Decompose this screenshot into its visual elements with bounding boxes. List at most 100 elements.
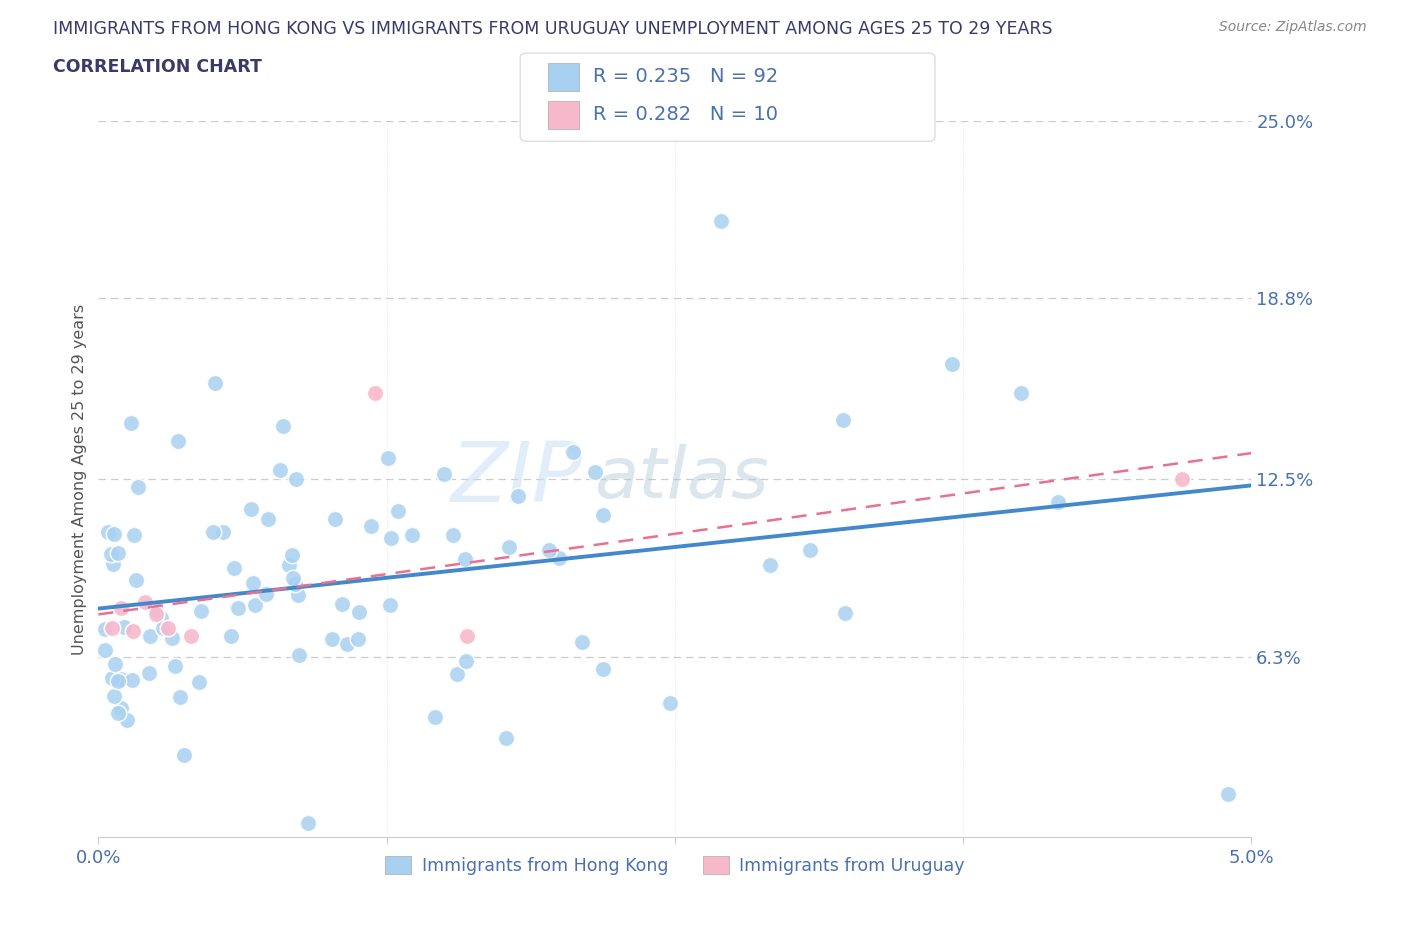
Point — [387, 503, 409, 518]
Point — [799, 543, 821, 558]
Point — [571, 634, 593, 649]
Point — [156, 620, 179, 635]
Point — [321, 631, 343, 646]
Point — [226, 601, 249, 616]
Text: atlas: atlas — [595, 445, 769, 513]
Point — [121, 672, 143, 687]
Point — [94, 643, 117, 658]
Point — [257, 512, 280, 527]
Point — [104, 657, 127, 671]
Point — [122, 623, 145, 638]
Text: CORRELATION CHART: CORRELATION CHART — [53, 58, 263, 75]
Point — [277, 557, 299, 572]
Point — [224, 560, 246, 575]
Point — [107, 673, 129, 688]
Point — [169, 689, 191, 704]
Point — [167, 433, 190, 448]
Point — [239, 501, 262, 516]
Point — [347, 604, 370, 619]
Point — [204, 376, 226, 391]
Point — [165, 659, 187, 674]
Point — [145, 603, 167, 618]
Point — [446, 667, 468, 682]
Point — [110, 700, 132, 715]
Point — [1010, 386, 1032, 401]
Point — [122, 527, 145, 542]
Point — [110, 601, 132, 616]
Point — [152, 621, 174, 636]
Point — [831, 413, 853, 428]
Point — [97, 525, 120, 540]
Point — [242, 576, 264, 591]
Point — [284, 577, 307, 591]
Point — [538, 542, 561, 557]
Point — [127, 480, 149, 495]
Point — [219, 629, 242, 644]
Point — [101, 556, 124, 571]
Point — [149, 610, 172, 625]
Point — [212, 525, 235, 539]
Y-axis label: Unemployment Among Ages 25 to 29 years: Unemployment Among Ages 25 to 29 years — [72, 303, 87, 655]
Point — [254, 587, 277, 602]
Point — [433, 467, 456, 482]
Point — [336, 636, 359, 651]
Point — [380, 531, 402, 546]
Point — [243, 597, 266, 612]
Point — [288, 647, 311, 662]
Point — [583, 465, 606, 480]
Point — [285, 472, 308, 486]
Point — [100, 547, 122, 562]
Point — [160, 631, 183, 645]
Point — [456, 629, 478, 644]
Point — [138, 628, 160, 643]
Point — [180, 629, 202, 644]
Point — [364, 386, 387, 401]
Point — [107, 546, 129, 561]
Point — [125, 573, 148, 588]
Point — [547, 551, 569, 565]
Point — [561, 445, 583, 459]
Point — [441, 527, 464, 542]
Text: Source: ZipAtlas.com: Source: ZipAtlas.com — [1219, 20, 1367, 34]
Point — [287, 588, 309, 603]
Point — [100, 671, 122, 685]
Text: ZIP: ZIP — [451, 438, 582, 520]
Legend: Immigrants from Hong Kong, Immigrants from Uruguay: Immigrants from Hong Kong, Immigrants fr… — [378, 849, 972, 882]
Point — [658, 696, 681, 711]
Point — [117, 712, 139, 727]
Point — [401, 527, 423, 542]
Point — [759, 557, 782, 572]
Point — [1046, 495, 1069, 510]
Point — [330, 597, 353, 612]
Point — [380, 598, 402, 613]
Text: R = 0.282   N = 10: R = 0.282 N = 10 — [593, 105, 779, 125]
Point — [1218, 787, 1240, 802]
Point — [495, 731, 517, 746]
Point — [103, 526, 125, 541]
Point — [592, 508, 614, 523]
Point — [834, 605, 856, 620]
Point — [273, 418, 295, 433]
Point — [103, 688, 125, 703]
Point — [112, 620, 135, 635]
Point — [941, 357, 963, 372]
Point — [360, 519, 382, 534]
Point — [145, 606, 167, 621]
Point — [453, 551, 475, 566]
Point — [297, 816, 319, 830]
Point — [456, 654, 478, 669]
Point — [506, 488, 529, 503]
Point — [190, 604, 212, 618]
Point — [281, 548, 304, 563]
Point — [323, 512, 346, 526]
Point — [138, 666, 160, 681]
Point — [94, 622, 117, 637]
Point — [120, 416, 142, 431]
Point — [134, 594, 156, 609]
Point — [187, 674, 209, 689]
Text: R = 0.235   N = 92: R = 0.235 N = 92 — [593, 67, 779, 86]
Point — [425, 709, 447, 724]
Point — [498, 539, 520, 554]
Point — [201, 525, 224, 539]
Point — [101, 620, 124, 635]
